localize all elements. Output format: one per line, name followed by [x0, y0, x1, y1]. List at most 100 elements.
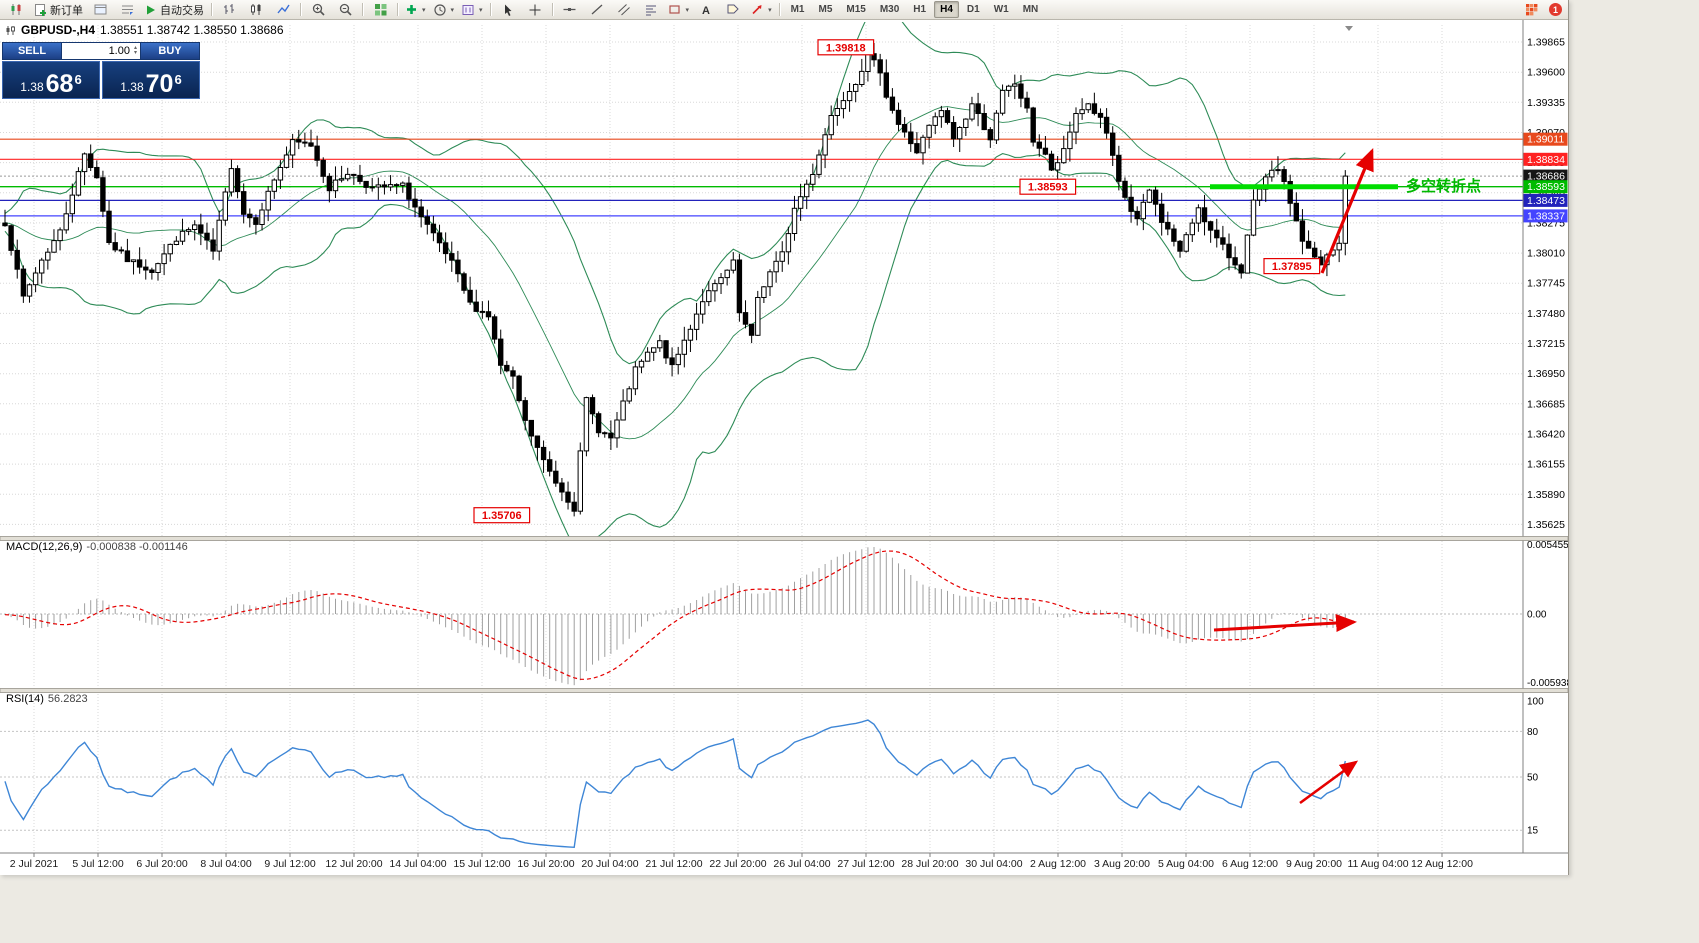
label-tag-icon [727, 4, 739, 14]
svg-text:1.38593: 1.38593 [1028, 182, 1068, 194]
volume-up-icon[interactable]: ▴ [133, 45, 137, 51]
timeframe-m15-button[interactable]: M15 [846, 4, 866, 15]
toolbar-separator [362, 3, 363, 16]
toolbar-separator [300, 3, 301, 16]
tile-windows-button[interactable] [367, 0, 393, 19]
one-click-trading-panel: SELL 1.00 ▴ ▾ BUY 1.38 68 6 1.38 70 6 [2, 42, 200, 99]
bb-layer [4, 22, 1346, 537]
svg-text:15: 15 [1527, 826, 1539, 837]
svg-text:1.39011: 1.39011 [1527, 134, 1564, 146]
timeframe-h4-button[interactable]: H4 [934, 1, 959, 18]
price-callout-box[interactable] [817, 39, 875, 56]
autotrading-button[interactable]: 自动交易 [141, 0, 207, 19]
chart-canvas[interactable]: 1.398651.396001.393351.390701.388051.385… [0, 20, 1568, 875]
volume-spinner[interactable]: ▴ ▾ [133, 45, 137, 56]
svg-text:14 Jul 04:00: 14 Jul 04:00 [389, 858, 446, 870]
ann-layer: 1.39818 1.38593 1.37895 1.35706 多空转折点 [473, 39, 1481, 805]
svg-text:80: 80 [1527, 727, 1539, 738]
bid-price-pip: 6 [74, 72, 82, 87]
templates-button[interactable]: ▾ [458, 0, 486, 19]
svg-text:1.38010: 1.38010 [1527, 248, 1565, 260]
svg-text:0.005455: 0.005455 [1527, 540, 1568, 551]
crosshair-button[interactable] [522, 0, 548, 19]
trendline-icon [591, 4, 602, 15]
svg-text:16 Jul 20:00: 16 Jul 20:00 [517, 858, 574, 870]
timeframe-m30-button[interactable]: M30 [879, 4, 900, 15]
axis-price-box [1523, 169, 1568, 183]
add-indicator-icon [407, 5, 416, 14]
indicators-button[interactable]: ▾ [402, 0, 429, 19]
label-tool-button[interactable] [720, 0, 746, 19]
buy-button[interactable]: BUY [140, 42, 200, 60]
svg-text:1.38593: 1.38593 [1527, 181, 1565, 193]
new-order-button[interactable]: 新订单 [30, 0, 86, 19]
arrows-tool-button[interactable]: ▾ [747, 0, 775, 19]
cursor-icon [504, 4, 512, 16]
ask-price-display[interactable]: 1.38 70 6 [102, 61, 200, 99]
line-chart-mode-button[interactable] [270, 0, 296, 19]
svg-text:11 Aug 04:00: 11 Aug 04:00 [1347, 858, 1408, 870]
text-icon: A [702, 5, 710, 16]
cursor-button[interactable] [495, 0, 521, 19]
volume-field[interactable]: 1.00 ▴ ▾ [62, 42, 140, 60]
periods-button[interactable]: ▾ [430, 0, 458, 19]
price-callout-box[interactable] [1263, 258, 1321, 275]
svg-text:1.38686: 1.38686 [1527, 171, 1565, 183]
timeframe-d1-button[interactable]: D1 [966, 4, 980, 15]
price-callout-box[interactable] [473, 507, 531, 524]
timeframe-toolbar: M1 M5 M15 M30 H1 H4 D1 W1 MN [784, 1, 1046, 18]
chart-ohlc-values: 1.38551 1.38742 1.38550 1.38686 [100, 23, 284, 37]
ask-price-pip: 6 [174, 72, 182, 87]
svg-text:100: 100 [1527, 697, 1544, 708]
main-trend-arrow[interactable] [1320, 148, 1374, 274]
timeframe-m1-button[interactable]: M1 [790, 4, 805, 15]
price-callout-box[interactable] [1019, 178, 1077, 195]
profiles-button[interactable] [87, 0, 113, 19]
candles-mode-icon [250, 4, 260, 15]
zoom-out-button[interactable] [332, 0, 358, 19]
svg-text:A: A [702, 5, 710, 16]
axis-layer: 1.398651.396001.393351.390701.388051.385… [1522, 20, 1568, 875]
data-window-button[interactable] [114, 0, 140, 19]
macd-indicator-label: MACD(12,26,9) -0.000838 -0.001146 [6, 541, 188, 553]
channel-tool-button[interactable] [611, 0, 637, 19]
svg-text:1.36155: 1.36155 [1527, 459, 1565, 471]
community-grid-icon [1525, 4, 1537, 16]
bar-chart-mode-button[interactable] [216, 0, 242, 19]
timeframe-w1-button[interactable]: W1 [993, 4, 1009, 15]
sell-button[interactable]: SELL [2, 42, 62, 60]
rsi-trend-arrow[interactable] [1299, 760, 1359, 805]
svg-text:27 Jul 12:00: 27 Jul 12:00 [837, 858, 894, 870]
timeframe-h1-button[interactable]: H1 [913, 4, 927, 15]
ask-price-big: 70 [145, 70, 174, 98]
turning-point-label[interactable]: 多空转折点 [1406, 177, 1481, 195]
text-tool-button[interactable]: A [693, 0, 719, 19]
candlestick-chart-icon [11, 4, 20, 15]
mt4-window: 新订单 自动交易 [0, 0, 1569, 875]
dropdown-caret-icon: ▾ [685, 6, 690, 14]
template-icon [462, 4, 474, 15]
axis-price-box [1523, 152, 1568, 166]
order-document-icon [35, 4, 46, 16]
timeframe-mn-button[interactable]: MN [1022, 4, 1039, 15]
svg-text:1.36950: 1.36950 [1527, 368, 1565, 380]
shapes-tool-button[interactable]: ▾ [665, 0, 693, 19]
horizontal-line-tool-button[interactable] [557, 0, 583, 19]
dropdown-caret-icon: ▾ [768, 6, 772, 14]
macd-trend-arrow[interactable] [1213, 614, 1357, 633]
fibonacci-tool-button[interactable] [638, 0, 664, 19]
svg-text:22 Jul 20:00: 22 Jul 20:00 [709, 858, 766, 870]
trendline-tool-button[interactable] [584, 0, 610, 19]
candlestick-mode-button[interactable] [243, 0, 269, 19]
zoom-in-button[interactable] [305, 0, 331, 19]
chart-shift-marker[interactable] [1345, 26, 1353, 31]
volume-down-icon[interactable]: ▾ [133, 50, 137, 56]
bid-price-display[interactable]: 1.38 68 6 [2, 61, 100, 99]
new-chart-button[interactable] [3, 0, 29, 19]
chart-window-icon [94, 4, 106, 15]
timeframe-m5-button[interactable]: M5 [818, 4, 833, 15]
community-button[interactable] [1518, 0, 1544, 19]
svg-text:9 Jul 12:00: 9 Jul 12:00 [264, 858, 316, 870]
svg-text:1.35625: 1.35625 [1527, 519, 1565, 531]
notification-badge[interactable]: 1 [1549, 3, 1562, 16]
